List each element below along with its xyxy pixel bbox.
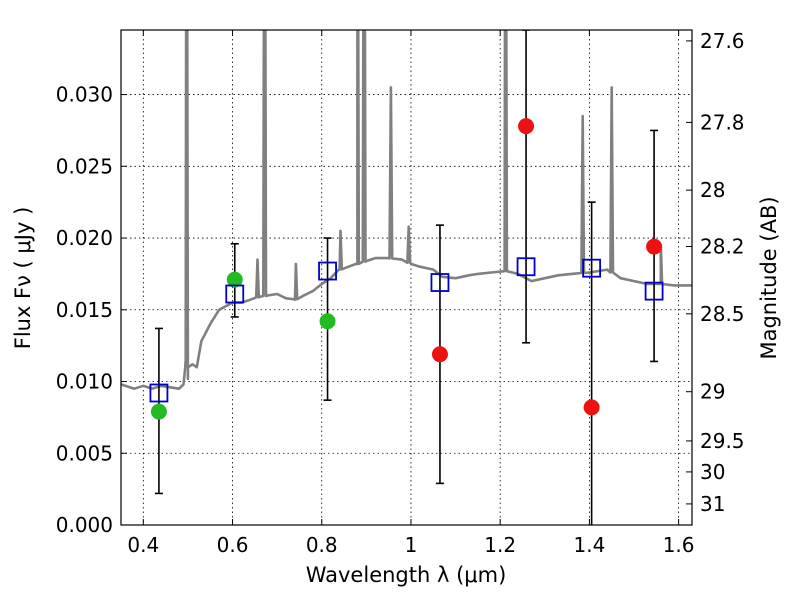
right-axis-label: Magnitude (AB) (757, 196, 781, 359)
right-tick-label-6: 29.5 (700, 429, 745, 453)
observed-point-2 (319, 313, 336, 330)
y-tick-label-4: 0.020 (56, 226, 113, 250)
y-tick-label-2: 0.010 (56, 370, 113, 394)
spectrum-layer (121, 30, 692, 390)
observed-point-6 (646, 238, 663, 255)
right-tick-label-3: 28.2 (700, 235, 745, 259)
model-point-4 (516, 257, 536, 277)
x-axis: 0.4 0.6 0.8 1 1.2 1.4 1.6 (127, 30, 695, 557)
y-tick-label-3: 0.015 (56, 298, 113, 322)
points-layer (149, 118, 664, 420)
observed-point-0 (150, 403, 167, 420)
x-tick-label-4: 1.2 (484, 533, 516, 557)
x-tick-label-0: 0.4 (127, 533, 159, 557)
right-tick-label-0: 27.6 (700, 29, 745, 53)
x-tick-label-6: 1.6 (663, 533, 695, 557)
plot-frame (120, 29, 693, 526)
y-axis-right: 27.6 27.8 28 28.2 28.5 29 29.5 30 31 (686, 29, 745, 516)
observed-point-1 (226, 271, 243, 288)
y-axis-label: Flux Fν ( μJy ) (11, 207, 35, 350)
model-point-2 (318, 261, 337, 281)
model-point-0 (149, 383, 169, 403)
right-tick-label-7: 30 (700, 460, 725, 484)
x-tick-label-3: 1 (405, 533, 418, 557)
y-tick-label-0: 0.000 (56, 513, 113, 537)
observed-point-3 (431, 346, 448, 363)
y-tick-label-1: 0.005 (56, 441, 113, 465)
right-tick-label-4: 28.5 (700, 302, 745, 326)
observed-point-4 (518, 118, 535, 135)
y-tick-label-5: 0.025 (56, 154, 113, 178)
x-axis-label: Wavelength λ (μm) (306, 563, 507, 587)
right-tick-label-8: 31 (700, 492, 725, 516)
right-tick-label-1: 27.8 (700, 110, 745, 134)
spectrum-line (121, 30, 692, 390)
model-point-3 (430, 273, 450, 292)
x-tick-label-5: 1.4 (573, 533, 605, 557)
model-point-5 (582, 258, 602, 278)
x-tick-label-2: 0.8 (306, 533, 338, 557)
right-tick-label-5: 29 (700, 380, 725, 404)
model-point-1 (225, 284, 245, 304)
x-tick-label-1: 0.6 (217, 533, 249, 557)
y-axis-left: 0.000 0.005 0.010 0.015 0.020 0.025 0.030 (56, 83, 127, 537)
model-point-6 (644, 281, 664, 301)
observed-point-5 (583, 399, 600, 416)
right-tick-label-2: 28 (700, 178, 725, 202)
y-tick-label-6: 0.030 (56, 83, 113, 107)
